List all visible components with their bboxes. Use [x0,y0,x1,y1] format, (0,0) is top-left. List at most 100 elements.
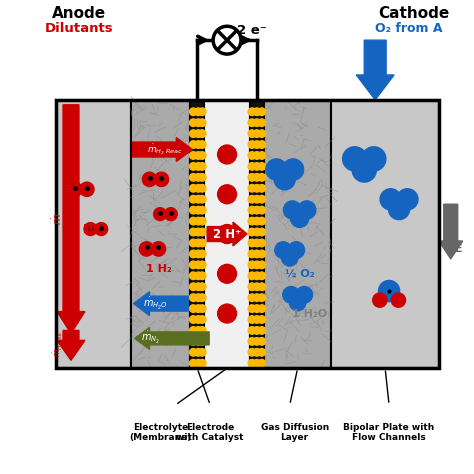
Text: 2 H⁺: 2 H⁺ [213,228,241,240]
Text: Bipolar Plate with
Flow Channels: Bipolar Plate with Flow Channels [344,423,435,442]
Circle shape [248,163,255,170]
Circle shape [190,250,197,258]
Circle shape [190,184,197,192]
Text: $\dot{m}_{H_2\ Reac}$: $\dot{m}_{H_2\ Reac}$ [147,142,183,157]
Circle shape [282,249,298,266]
Circle shape [253,195,261,203]
Circle shape [190,228,197,236]
Circle shape [283,286,300,303]
Circle shape [218,145,237,164]
Circle shape [258,184,265,192]
Circle shape [199,348,206,356]
Circle shape [253,283,261,291]
Circle shape [190,195,197,203]
Circle shape [190,217,197,225]
Circle shape [253,272,261,280]
Text: $\dot{m}$: $\dot{m}$ [50,213,64,225]
Text: H₂: H₂ [83,223,99,236]
Circle shape [190,337,197,345]
Text: Cathode: Cathode [378,6,449,21]
Circle shape [248,305,255,312]
Circle shape [95,223,108,236]
Circle shape [248,228,255,236]
Circle shape [253,359,261,367]
Circle shape [84,223,97,236]
Circle shape [248,359,255,367]
Circle shape [199,173,206,181]
Circle shape [392,293,406,307]
Circle shape [258,359,265,367]
Text: Electrolyte
(Membrane): Electrolyte (Membrane) [129,423,191,442]
Circle shape [194,108,202,116]
Circle shape [253,261,261,269]
Circle shape [199,130,206,137]
Circle shape [343,147,367,171]
Circle shape [296,286,312,303]
Circle shape [258,141,265,148]
Circle shape [194,337,202,345]
Circle shape [190,294,197,301]
Circle shape [194,283,202,291]
Circle shape [199,250,206,258]
Circle shape [190,108,197,116]
Circle shape [258,250,265,258]
Circle shape [190,305,197,312]
Text: Dilutants: Dilutants [45,22,113,35]
FancyArrow shape [356,40,394,100]
Circle shape [190,130,197,137]
Circle shape [289,294,306,311]
FancyArrow shape [57,105,85,333]
Circle shape [248,337,255,345]
Bar [131,100,190,368]
Text: O₂ from A: O₂ from A [375,22,443,35]
Circle shape [190,206,197,214]
Text: 1 H₂O: 1 H₂O [292,309,327,319]
Circle shape [199,359,206,367]
FancyArrow shape [134,292,188,316]
Circle shape [283,201,301,219]
Circle shape [275,242,292,258]
Circle shape [397,189,418,210]
Circle shape [248,217,255,225]
Circle shape [362,147,386,171]
Circle shape [253,305,261,312]
Circle shape [213,26,241,54]
Circle shape [248,108,255,116]
Circle shape [142,172,157,186]
Circle shape [190,173,197,181]
Bar [204,100,250,368]
Circle shape [258,173,265,181]
Bar [56,100,439,368]
Text: E: E [455,244,463,254]
Circle shape [199,337,206,345]
Circle shape [248,294,255,301]
Circle shape [379,281,400,301]
Circle shape [190,239,197,247]
Circle shape [380,189,401,210]
Circle shape [190,316,197,323]
Circle shape [194,217,202,225]
Circle shape [80,182,94,196]
Circle shape [194,141,202,148]
Circle shape [151,242,165,256]
Circle shape [253,163,261,170]
Text: Gas Diffusion
Layer: Gas Diffusion Layer [261,423,329,442]
Circle shape [218,304,237,323]
Circle shape [291,209,309,228]
Circle shape [253,206,261,214]
Circle shape [199,152,206,159]
Circle shape [253,173,261,181]
Circle shape [253,119,261,127]
Circle shape [248,130,255,137]
Text: 1 H₂: 1 H₂ [146,264,171,274]
Circle shape [248,152,255,159]
Circle shape [258,163,265,170]
Circle shape [199,294,206,301]
Circle shape [190,272,197,280]
Circle shape [218,264,237,283]
Circle shape [248,206,255,214]
Circle shape [258,228,265,236]
Circle shape [248,141,255,148]
Circle shape [258,152,265,159]
Text: Electrode
with Catalyst: Electrode with Catalyst [176,423,244,442]
